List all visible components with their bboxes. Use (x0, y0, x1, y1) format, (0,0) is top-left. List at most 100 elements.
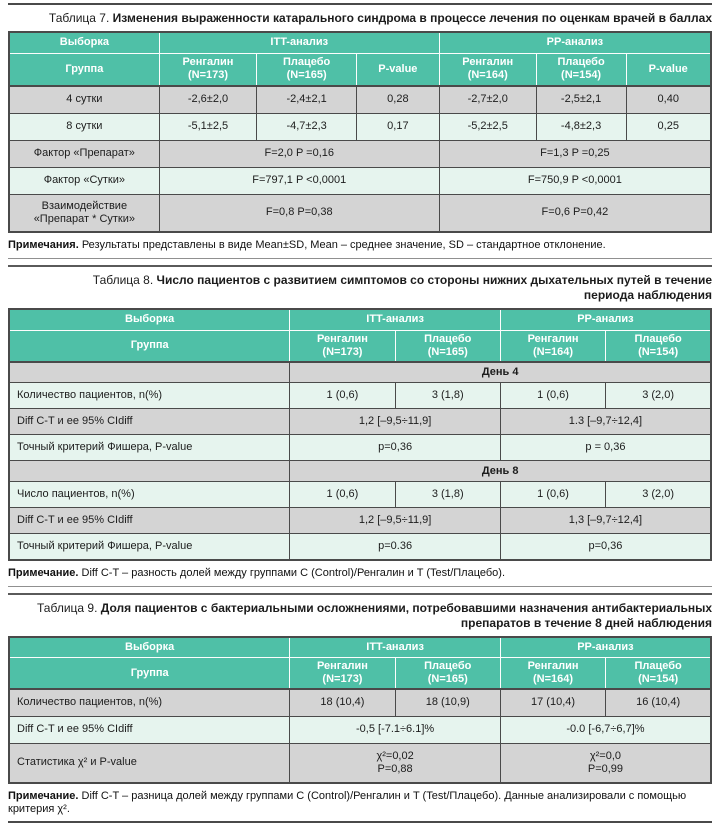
value-cell: 18 (10,9) (394, 688, 501, 717)
value-cell: 1 (0,6) (499, 481, 607, 508)
table-row: Выборка ITT-анализ PP-анализ (8, 636, 712, 658)
value-cell: 16 (10,4) (605, 688, 712, 717)
row-label-cell: 4 сутки (8, 85, 160, 114)
table-row: Diff C-T и ее 95% CIdiff 1,2 [–9,5÷11,9]… (8, 507, 712, 534)
table9: Выборка ITT-анализ PP-анализ Группа Ренг… (8, 635, 712, 784)
table-row: Diff C-T и ее 95% CIdiff 1,2 [–9,5÷11,9]… (8, 408, 712, 435)
header-cell: Ренгалин (N=173) (289, 657, 396, 690)
divider-line (8, 265, 712, 267)
table-row: Точный критерий Фишера, P-value p=0,36 p… (8, 434, 712, 461)
table8-title-text: Число пациентов с развитием симптомов со… (156, 273, 712, 302)
value-cell: 1 (0,6) (289, 382, 396, 409)
value-cell: -4,8±2,3 (535, 112, 627, 141)
day-banner-cell: День 8 (289, 460, 712, 482)
header-cell: Плацебо (N=154) (605, 329, 712, 363)
note-label: Примечания. (8, 239, 79, 251)
day-banner-cell: День 4 (289, 361, 712, 383)
table-row: Количество пациентов, n(%) 18 (10,4) 18 … (8, 688, 712, 717)
table8-note: Примечание. Diff C-T – разность долей ме… (8, 567, 712, 580)
value-cell: 3 (2,0) (605, 481, 712, 508)
table-row: 4 сутки -2,6±2,0 -2,4±2,1 0,28 -2,7±2,0 … (8, 85, 712, 114)
header-cell-pp: PP-анализ (499, 308, 712, 331)
table-row: Число пациентов, n(%) 1 (0,6) 3 (1,8) 1 … (8, 481, 712, 508)
header-cell: Плацебо (N=154) (605, 657, 712, 690)
empty-cell (8, 460, 291, 482)
value-cell-pp: -0.0 [-6,7÷6,7]% (499, 715, 712, 744)
value-cell-itt: p=0.36 (289, 533, 501, 560)
table-row: Выборка ITT-анализ PP-анализ (8, 31, 712, 54)
divider-line (8, 592, 712, 595)
value-cell-pp: F=750,9 P <0,0001 (438, 166, 712, 195)
row-label-cell: Diff C-T и ее 95% CIdiff (8, 408, 291, 435)
table9-note: Примечание. Diff C-T – разница долей меж… (8, 790, 712, 816)
note-text: Результаты представлены в виде Mean±SD, … (78, 239, 606, 251)
row-label-cell: 8 сутки (8, 112, 160, 141)
row-label-cell: Точный критерий Фишера, P-value (8, 533, 291, 560)
value-cell: 3 (1,8) (394, 481, 501, 508)
value-cell: 0,17 (355, 112, 440, 141)
table9-title-text: Доля пациентов с бактериальными осложнен… (100, 600, 712, 630)
row-label-cell: Diff C-T и ее 95% CIdiff (8, 507, 291, 534)
empty-cell (8, 361, 291, 383)
value-cell: -2,4±2,1 (256, 85, 357, 114)
value-cell-itt: F=797,1 P <0,0001 (158, 166, 440, 195)
page: { "colors": { "header_teal": "#4fc0a7", … (0, 3, 720, 824)
table7-note: Примечания. Результаты представлены в ви… (8, 239, 712, 252)
table9-label: Таблица 9. (37, 600, 98, 615)
value-cell: 1 (0,6) (289, 481, 396, 508)
header-cell-itt: ITT-анализ (289, 636, 501, 658)
table7: Выборка ITT-анализ PP-анализ Группа Ренг… (8, 31, 712, 233)
value-cell: 0,25 (625, 112, 712, 141)
value-cell: 17 (10,4) (499, 688, 607, 717)
row-label-cell: Diff C-T и ее 95% CIdiff (8, 715, 291, 744)
header-cell-sample: Выборка (8, 31, 160, 54)
table8: Выборка ITT-анализ PP-анализ Группа Ренг… (8, 308, 712, 561)
value-cell: 3 (2,0) (605, 382, 712, 409)
header-cell: Ренгалин (N=164) (499, 657, 607, 690)
value-cell-itt: 1,2 [–9,5÷11,9] (289, 408, 501, 435)
row-label-cell: Число пациентов, n(%) (8, 481, 291, 508)
value-cell-itt: p=0,36 (289, 434, 501, 461)
table-row: День 8 (8, 460, 712, 482)
header-cell-group: Группа (8, 52, 160, 87)
value-cell-pp: p=0,36 (499, 533, 712, 560)
value-cell: -2,5±2,1 (535, 85, 627, 114)
header-cell: Плацебо (N=165) (394, 329, 501, 363)
value-cell-itt: F=0,8 P=0,38 (158, 193, 440, 233)
row-label-cell: Взаимодействие «Препарат * Сутки» (8, 193, 160, 233)
value-cell: -5,1±2,5 (158, 112, 258, 141)
header-cell: Плацебо (N=165) (394, 657, 501, 690)
table-row: Группа Ренгалин (N=173) Плацебо (N=165) … (8, 657, 712, 690)
value-cell-itt: 1,2 [–9,5÷11,9] (289, 507, 501, 534)
note-text: Diff C-T – разность долей между группами… (78, 566, 506, 579)
section-divider (8, 585, 712, 595)
divider-line (8, 585, 712, 587)
value-cell-itt: -0,5 [-7.1÷6.1]% (289, 715, 501, 744)
table7-label: Таблица 7. (48, 11, 110, 25)
row-label-cell: Количество пациентов, n(%) (8, 688, 291, 717)
table8-title: Таблица 8. Число пациентов с развитием с… (8, 273, 712, 303)
header-cell: P-value (625, 52, 712, 87)
header-cell: P-value (355, 52, 440, 87)
value-cell: 0,28 (355, 85, 440, 114)
divider-line (8, 258, 712, 259)
table7-title-text: Изменения выраженности катарального синд… (112, 11, 712, 25)
table-row: Фактор «Сутки» F=797,1 P <0,0001 F=750,9… (8, 166, 712, 195)
page-bottom-rule (8, 821, 712, 823)
value-cell: 1 (0,6) (499, 382, 607, 409)
table-row: 8 сутки -5,1±2,5 -4,7±2,3 0,17 -5,2±2,5 … (8, 112, 712, 141)
table-row: Группа Ренгалин (N=173) Плацебо (N=165) … (8, 52, 712, 87)
value-cell-itt: F=2,0 P =0,16 (158, 139, 440, 168)
value-cell: 18 (10,4) (289, 688, 396, 717)
note-label: Примечание. (8, 566, 79, 579)
value-cell-pp: 1.3 [–9,7÷12,4] (499, 408, 712, 435)
header-cell: Ренгалин (N=173) (158, 52, 258, 87)
header-cell-sample: Выборка (8, 308, 291, 331)
value-cell-pp: F=0,6 P=0,42 (438, 193, 712, 233)
table9-title: Таблица 9. Доля пациентов с бактериальны… (8, 601, 712, 631)
table-row: Точный критерий Фишера, P-value p=0.36 p… (8, 533, 712, 560)
value-cell: -4,7±2,3 (256, 112, 357, 141)
header-cell-itt: ITT-анализ (158, 31, 440, 54)
value-cell-pp: F=1,3 P =0,25 (438, 139, 712, 168)
value-cell: -2,7±2,0 (438, 85, 537, 114)
